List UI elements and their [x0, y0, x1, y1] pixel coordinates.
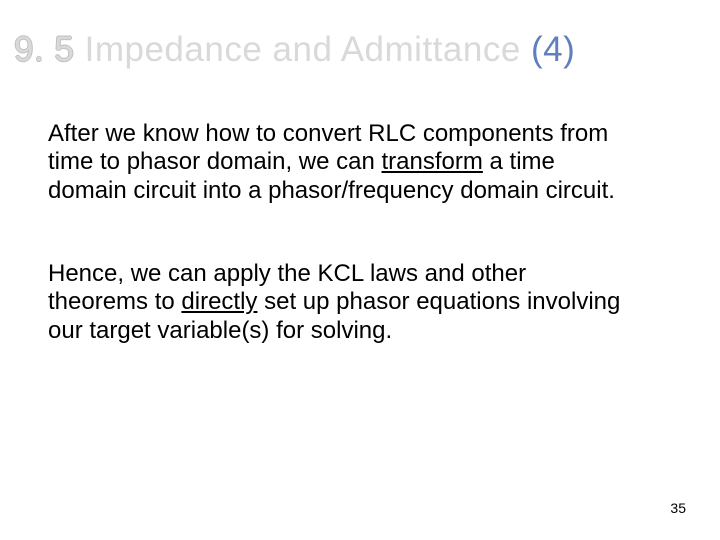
p1-underline-1: transform — [382, 148, 483, 175]
slide-title: 9. 5 Impedance and Admittance (4) — [14, 30, 706, 70]
title-text: Impedance and Admittance — [74, 30, 531, 69]
title-paren: (4) — [531, 30, 575, 69]
paragraph-1: After we know how to convert RLC compone… — [48, 120, 630, 205]
title-section-number: 9. 5 — [14, 30, 74, 69]
slide: 9. 5 Impedance and Admittance (4) After … — [0, 0, 720, 540]
page-number: 35 — [670, 500, 686, 516]
p2-underline-1: directly — [181, 288, 257, 315]
paragraph-2: Hence, we can apply the KCL laws and oth… — [48, 260, 630, 345]
